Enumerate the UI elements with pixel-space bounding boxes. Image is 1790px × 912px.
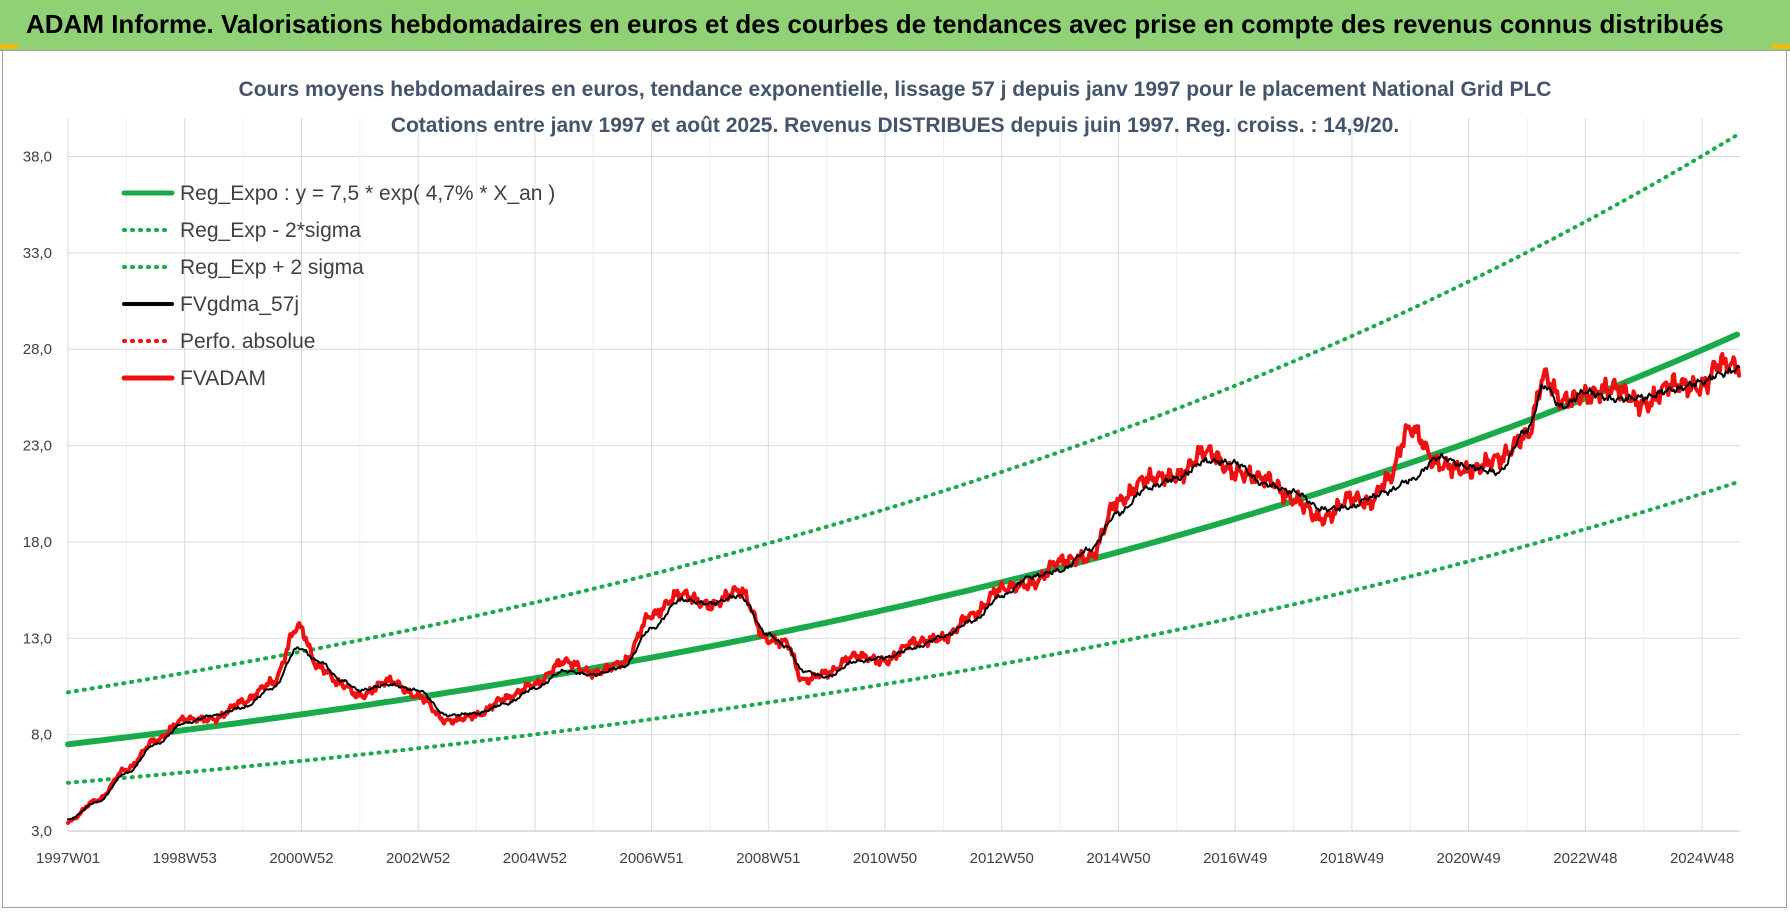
corner-marker-top-left	[0, 44, 18, 49]
x-tick-label: 2014W50	[1086, 850, 1150, 867]
x-tick-label: 1998W53	[153, 850, 217, 867]
grid-lines	[67, 118, 1740, 832]
y-tick-label: 23,0	[23, 438, 52, 455]
series-lines	[65, 133, 1742, 825]
x-tick-label: 2002W52	[386, 850, 450, 867]
chart-frame	[2, 50, 1787, 908]
report-banner: ADAM Informe. Valorisations hebdomadaire…	[0, 0, 1790, 51]
y-tick-label: 3,0	[31, 823, 52, 840]
report-banner-title: ADAM Informe. Valorisations hebdomadaire…	[26, 9, 1724, 39]
series-reg-exp-minus-2sigma-line	[66, 480, 1740, 785]
legend-label: Reg_Exp - 2*sigma	[180, 219, 361, 242]
legend-label: Reg_Exp + 2 sigma	[180, 256, 364, 279]
y-tick-label: 28,0	[23, 341, 52, 358]
x-tick-label: 2016W49	[1203, 850, 1267, 867]
series-reg-expo-line	[65, 331, 1741, 748]
series-fvadam-line	[66, 351, 1742, 825]
y-tick-label: 13,0	[23, 630, 52, 647]
legend: Reg_Expo : y = 7,5 * exp( 4,7% * X_an ) R…	[121, 182, 555, 390]
x-tick-label: 2006W51	[619, 850, 683, 867]
legend-label: FVgdma_57j	[180, 293, 299, 316]
x-tick-label: 2000W52	[269, 850, 333, 867]
x-tick-label: 2008W51	[736, 850, 800, 867]
x-tick-label: 1997W01	[36, 850, 100, 867]
x-axis-ticks: 1997W01 1998W53 2000W52 2002W52 2004W52 2006W…	[36, 850, 1734, 867]
y-tick-label: 18,0	[23, 534, 52, 551]
legend-label: Perfo. absolue	[180, 330, 315, 353]
x-tick-label: 2020W49	[1437, 850, 1501, 867]
chart-subtitle: Cotations entre janv 1997 et août 2025. …	[391, 114, 1399, 137]
y-tick-label: 38,0	[23, 149, 52, 166]
series-reg-exp-plus-2sigma-line	[66, 133, 1740, 695]
legend-label: Reg_Expo : y = 7,5 * exp( 4,7% * X_an )	[180, 182, 555, 205]
x-tick-label: 2010W50	[853, 850, 917, 867]
x-tick-label: 2018W49	[1320, 850, 1384, 867]
legend-label: FVADAM	[180, 367, 266, 390]
corner-marker-top-right	[1772, 44, 1790, 49]
x-tick-label: 2024W48	[1670, 850, 1734, 867]
x-tick-label: 2022W48	[1553, 850, 1617, 867]
chart-title: Cours moyens hebdomadaires en euros, ten…	[239, 78, 1552, 101]
y-axis-ticks: 3,0 8,0 13,0 18,0 23,0 28,0 33,0 38,0	[23, 149, 52, 840]
y-tick-label: 8,0	[31, 727, 52, 744]
series-fvgdma-57j-line	[67, 364, 1741, 821]
x-tick-label: 2012W50	[970, 850, 1034, 867]
y-tick-label: 33,0	[23, 245, 52, 262]
x-tick-label: 2004W52	[503, 850, 567, 867]
